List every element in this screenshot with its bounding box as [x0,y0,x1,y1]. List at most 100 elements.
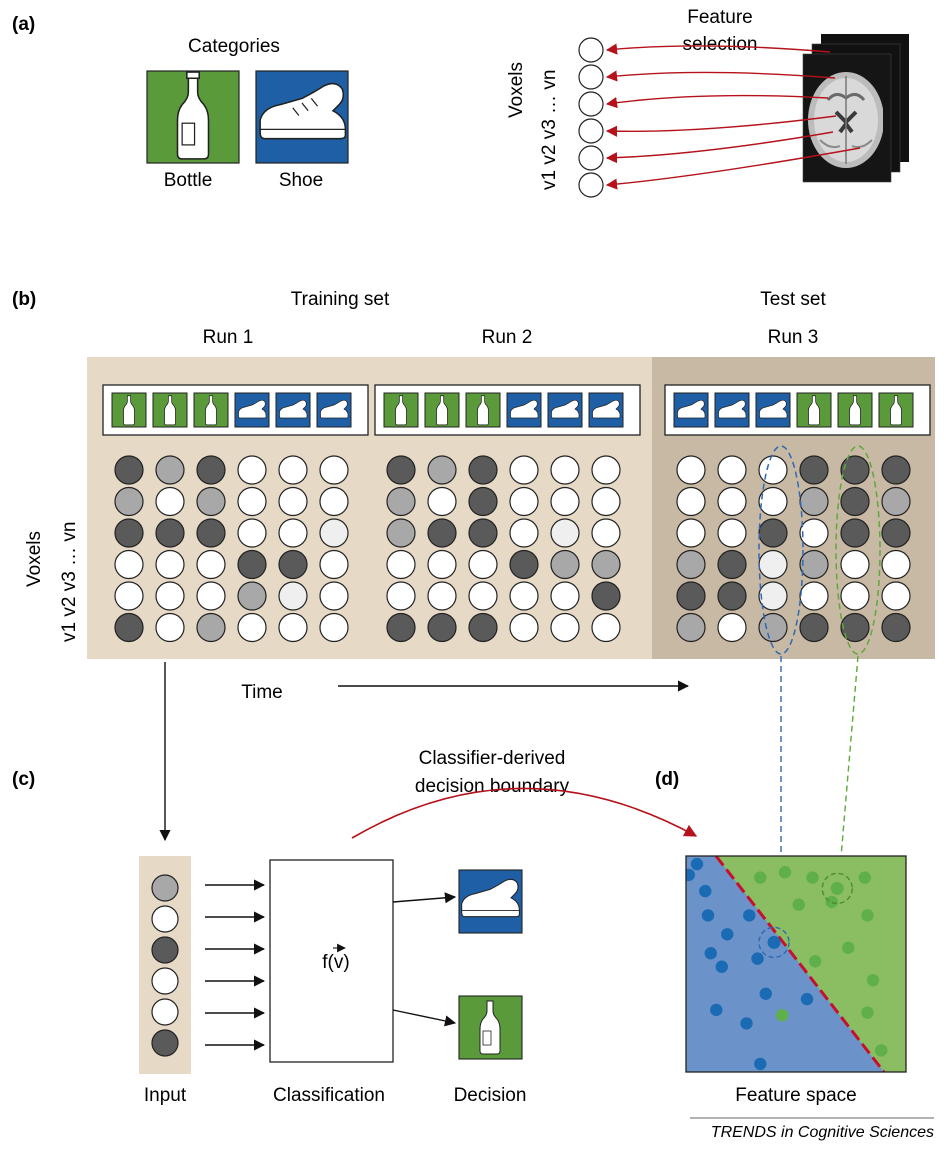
feature-selection-arrow [605,115,837,137]
bottle-icon [123,395,135,426]
voxel-activation [278,612,308,643]
voxel-activation [799,581,829,611]
test-point-blue [767,935,781,949]
voxel-activation [386,612,416,643]
voxel-activation [155,549,185,580]
voxel-activation [427,581,457,611]
voxel-activation [278,581,308,611]
green-point [776,1009,789,1022]
voxel-activation [509,518,539,548]
voxel-activation [758,486,788,517]
bottle-icon [436,395,448,426]
decision-shoe-tile [458,869,523,934]
voxel-activation [468,486,498,517]
voxel-activation [237,549,267,580]
voxel-activation [114,549,144,580]
feature-selection-arrow [605,131,834,164]
voxel-activation [319,486,349,517]
voxel-activation [676,486,706,517]
voxel-activation [278,486,308,517]
voxel-activation [881,518,911,548]
bottle-icon [164,395,176,426]
run-1-label: Run 1 [203,327,254,348]
voxel-activation [319,455,349,485]
voxel-activation [591,549,621,580]
voxel-activation [840,518,870,548]
voxel-activation [427,455,457,485]
voxel-activation [550,612,580,643]
voxel-activation [509,549,539,580]
voxel-activation [114,455,144,485]
brain-scan-stack [802,34,909,183]
voxel-activation [237,486,267,517]
input-label: Input [144,1085,187,1106]
voxel-activation [799,549,829,580]
voxel-activation [386,581,416,611]
voxel-activation [278,455,308,485]
voxel-activation [881,612,911,643]
input-voxel [151,905,179,933]
voxel-activation [427,518,457,548]
voxel-activation [509,455,539,485]
decision-bottle-tile [458,995,523,1060]
panel-d-label: (d) [655,769,679,790]
voxel-activation [155,486,185,517]
boundary-caption-line1: Classifier-derived [419,748,566,769]
voxel-activation [840,486,870,517]
journal-credit: TRENDS in Cognitive Sciences [711,1124,934,1141]
voxel-activation [386,486,416,517]
voxel-activation [319,612,349,643]
feature-selection-arrow [605,147,861,190]
voxels-label-b: Voxels [24,531,45,587]
voxel-activation [237,455,267,485]
classification-label: Classification [273,1085,385,1106]
green-point [861,909,874,922]
voxel-activation [676,455,706,485]
bottle-icon [477,395,489,426]
voxel-activation [758,518,788,548]
voxel-activation [114,518,144,548]
voxel-activation [155,612,185,643]
voxel-activation [468,581,498,611]
input-voxel [151,1029,179,1057]
voxels-axis-b: Voxels [24,531,45,587]
voxel-index-a: v1 v2 v3 … vn [539,70,560,190]
voxel-circle [578,91,604,117]
brain-slice-image [808,72,883,168]
voxel-activation [717,455,747,485]
voxel-activation [237,518,267,548]
voxel-activation [196,455,226,485]
decision-arrow-shoe [392,892,457,904]
voxel-activation [840,581,870,611]
voxel-activation [717,518,747,548]
green-point [858,871,871,884]
voxel-activation [386,549,416,580]
voxel-activation [319,581,349,611]
shoe-icon [510,399,539,419]
panel-a-label: (a) [12,14,35,35]
voxel-activation [550,549,580,580]
feature-selection-line1: Feature [687,7,752,28]
shoe-category-tile [255,70,349,164]
green-point [842,941,855,954]
blue-point [759,987,772,1000]
bottle-icon [849,395,861,426]
blue-point [721,928,734,941]
blue-point [710,1003,723,1017]
boundary-arrow [351,787,698,839]
voxel-activation [386,518,416,548]
voxel-activation [840,612,870,643]
input-voxel [151,998,179,1026]
run-3-group [664,384,931,643]
voxel-activation [591,581,621,611]
time-label: Time [241,682,283,703]
test-point-green-ring [821,872,853,905]
voxel-activation [196,486,226,517]
shoe-icon [592,399,621,419]
shoe-icon [759,399,788,419]
voxel-activation [881,581,911,611]
voxel-activation [319,549,349,580]
panel-b: (b) Training set Test set Run 1 Run 2 Ru… [12,289,935,921]
voxel-column-a [578,37,604,198]
